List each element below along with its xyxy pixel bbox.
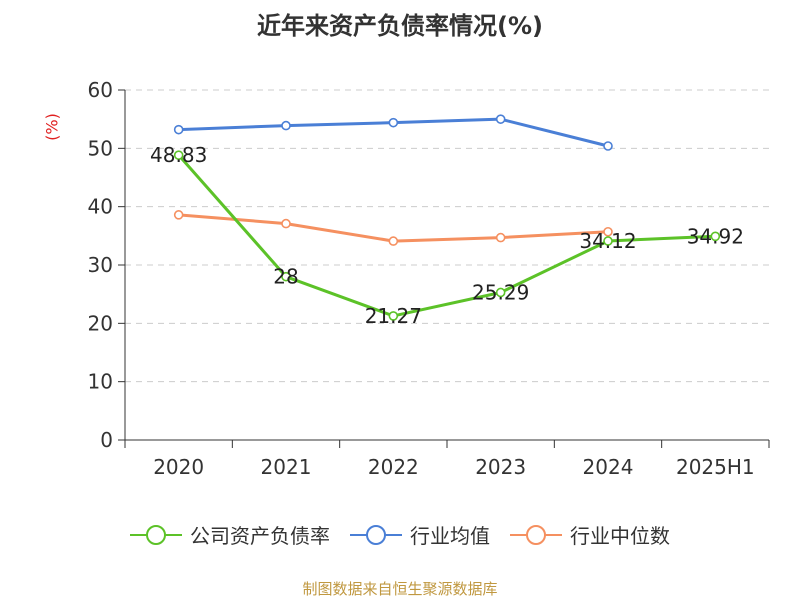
x-tick-label: 2023 xyxy=(475,455,526,479)
legend-label: 行业均值 xyxy=(410,524,490,548)
data-point xyxy=(281,218,291,229)
data-point xyxy=(495,287,506,298)
data-point xyxy=(495,114,506,124)
legend-swatch xyxy=(130,524,182,545)
data-point xyxy=(281,120,291,131)
data-point xyxy=(603,141,613,151)
legend-item[interactable]: 行业中位数 xyxy=(510,520,670,549)
data-point xyxy=(603,226,613,237)
series-line xyxy=(177,154,716,318)
x-tick-label: 2020 xyxy=(153,455,204,479)
legend-swatch xyxy=(350,524,402,545)
data-point xyxy=(388,311,399,321)
x-tick-label: 2024 xyxy=(583,455,634,479)
data-point xyxy=(388,236,399,246)
chart-title: 近年来资产负债率情况(%) xyxy=(257,12,543,40)
x-tick-label: 2025H1 xyxy=(676,455,755,479)
data-point xyxy=(495,232,506,243)
y-tick-label: 0 xyxy=(100,428,113,452)
legend-swatch xyxy=(510,524,562,545)
data-label: 28 xyxy=(273,265,298,289)
legend-item[interactable]: 公司资产负债率 xyxy=(130,520,330,549)
data-point xyxy=(173,150,184,160)
x-tick-label: 2022 xyxy=(368,455,419,479)
data-point xyxy=(710,231,721,242)
data-point xyxy=(173,124,184,135)
y-tick-label: 40 xyxy=(88,195,113,219)
source-note: 制图数据来自恒生聚源数据库 xyxy=(302,580,498,598)
data-point xyxy=(388,117,399,128)
y-tick-label: 60 xyxy=(88,78,113,102)
data-label: 25.29 xyxy=(472,280,529,304)
y-tick-label: 30 xyxy=(88,253,113,277)
y-tick-label: 10 xyxy=(88,370,113,394)
y-tick-label: 50 xyxy=(88,136,113,160)
y-tick-label: 20 xyxy=(88,311,113,335)
data-label: 34.92 xyxy=(687,224,744,248)
legend: 公司资产负债率 行业均值 行业中位数 xyxy=(0,520,800,549)
data-point xyxy=(173,210,184,220)
x-tick-label: 2021 xyxy=(261,455,312,479)
data-point xyxy=(281,271,291,282)
legend-label: 公司资产负债率 xyxy=(190,524,330,548)
data-label: 34.12 xyxy=(579,229,636,253)
data-label: 21.27 xyxy=(365,304,422,328)
legend-item[interactable]: 行业均值 xyxy=(350,520,490,549)
data-point xyxy=(603,236,613,246)
legend-label: 行业中位数 xyxy=(570,524,670,548)
data-label: 48.83 xyxy=(150,143,207,167)
